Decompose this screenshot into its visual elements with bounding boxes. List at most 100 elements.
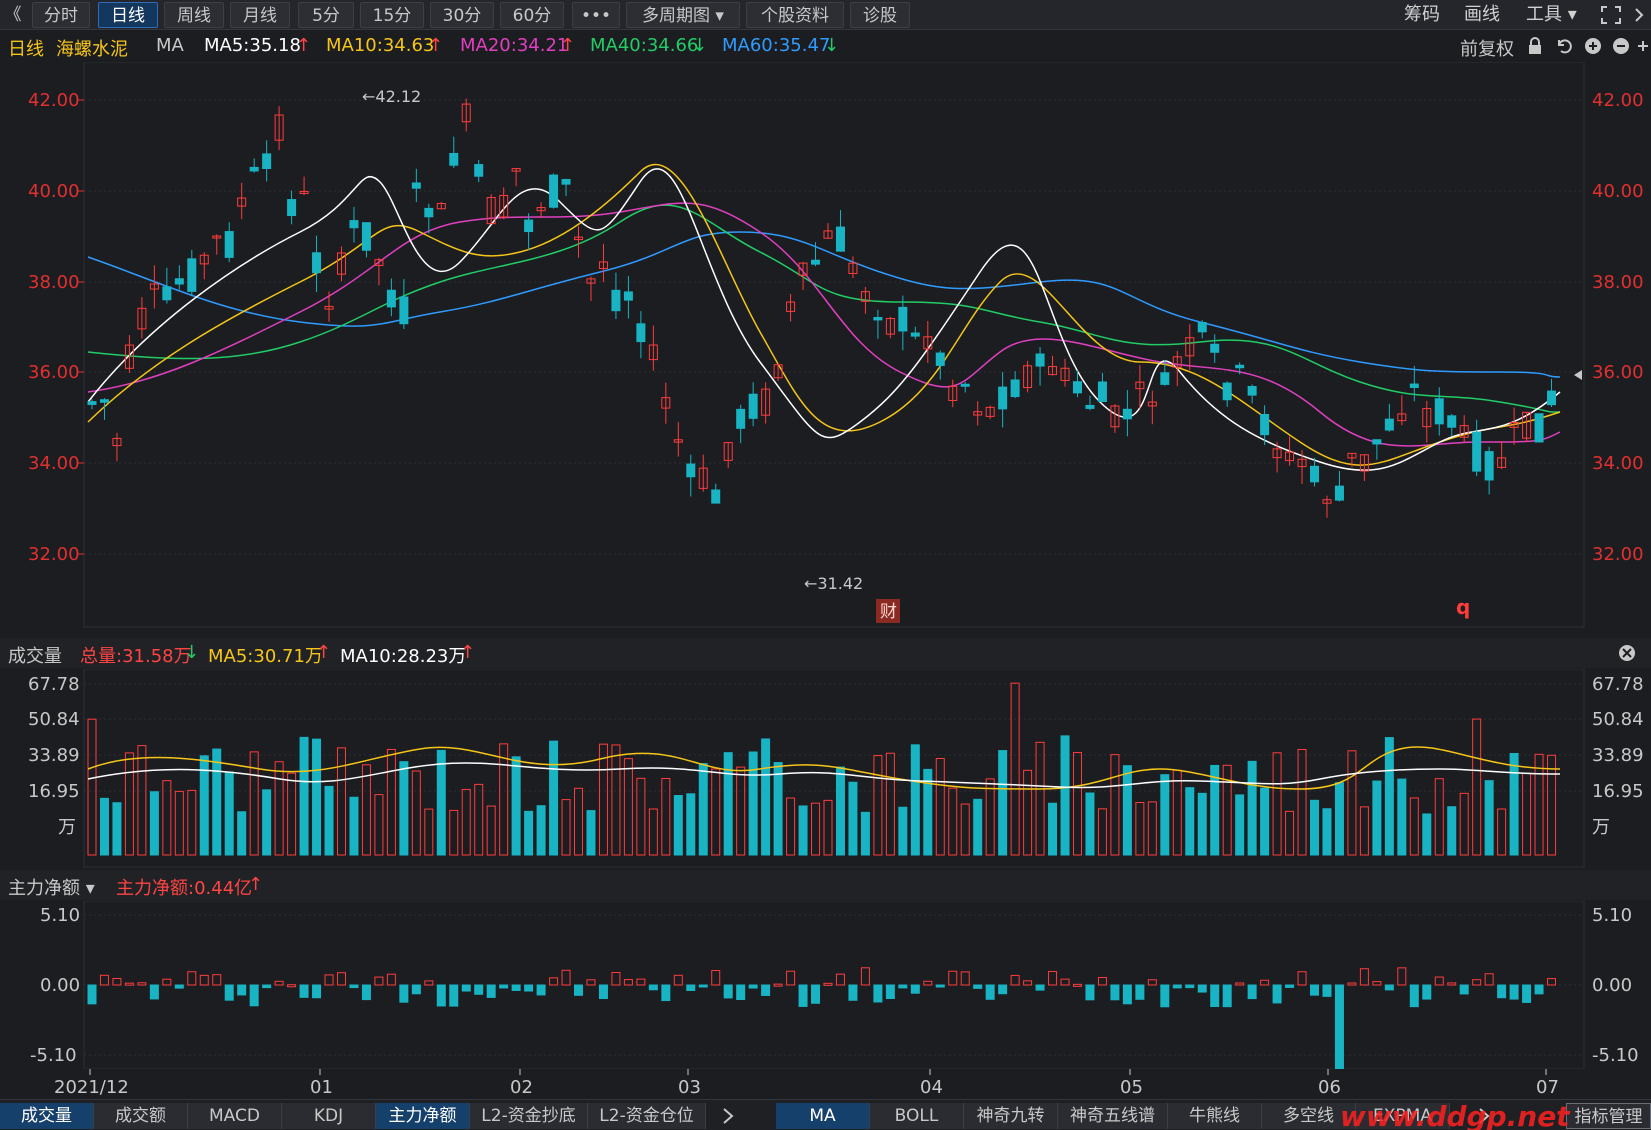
tab-bull-bear[interactable]: 牛熊线 — [1168, 1103, 1262, 1129]
indicator-name[interactable]: MA — [156, 35, 184, 56]
volume-bar — [486, 805, 496, 856]
diagnose-button[interactable]: 诊股 — [850, 2, 910, 28]
candle-body — [848, 262, 858, 274]
settings-icon[interactable] — [1636, 37, 1650, 55]
fund-bar — [998, 984, 1008, 995]
fund-bar — [1422, 984, 1432, 1000]
candle-body — [112, 437, 122, 447]
fund-bar — [1285, 984, 1295, 988]
tabs-more-icon[interactable] — [1474, 1106, 1494, 1126]
volume-bar — [848, 781, 858, 856]
back-button[interactable]: 《 — [4, 5, 22, 25]
fund-flow-chart[interactable]: 5.10 5.10 0.00 0.00 -5.10 -5.10 — [0, 901, 1651, 1069]
multi-period-dropdown[interactable]: 多周期图 ▾ — [626, 2, 740, 28]
lock-icon[interactable] — [1526, 37, 1544, 55]
candle-body — [1172, 356, 1182, 368]
fund-trend-icon: ↑ — [248, 874, 264, 895]
fund-bar — [524, 984, 534, 992]
candle-body — [1072, 381, 1082, 394]
tab-volume[interactable]: 成交量 — [0, 1103, 94, 1129]
fund-indicator-dropdown[interactable]: 主力净额 ▾ — [8, 878, 95, 899]
period-tab-60min[interactable]: 60分 — [500, 2, 564, 28]
adjust-mode-label[interactable]: 前复权 — [1460, 39, 1514, 60]
tab-l2-bottom[interactable]: L2-资金抄底 — [470, 1103, 588, 1129]
candle-body — [1035, 353, 1045, 367]
volume-bar — [835, 766, 845, 856]
volume-bar — [1210, 764, 1220, 856]
close-panel-icon[interactable] — [1618, 644, 1636, 662]
fund-bar — [424, 980, 434, 986]
fund-bar — [99, 974, 109, 986]
volume-bar — [1185, 787, 1195, 856]
zoom-out-icon[interactable] — [1612, 37, 1630, 55]
draw-button[interactable]: 画线 — [1464, 4, 1500, 25]
fund-bar — [1447, 982, 1457, 986]
fund-bar — [1060, 978, 1070, 986]
volume-bar — [1160, 774, 1170, 856]
tab-l2-position[interactable]: L2-资金仓位 — [588, 1103, 706, 1129]
volume-bar — [1334, 782, 1344, 856]
period-tab-weekly[interactable]: 周线 — [164, 2, 224, 28]
tabs-scroll-right-icon[interactable] — [718, 1106, 738, 1126]
fund-bar — [873, 984, 883, 1003]
fund-bar — [923, 980, 933, 986]
fund-bar — [149, 984, 159, 1000]
candle-body — [636, 323, 646, 343]
period-tab-15min[interactable]: 15分 — [360, 2, 424, 28]
volume-axis-label-right: 33.89 — [1592, 745, 1644, 766]
fullscreen-icon[interactable] — [1600, 5, 1622, 25]
tab-long-short[interactable]: 多空线 — [1262, 1103, 1356, 1129]
stock-profile-button[interactable]: 个股资料 — [746, 2, 844, 28]
period-tab-daily[interactable]: 日线 — [98, 2, 158, 28]
more-icon[interactable] — [1632, 5, 1650, 25]
candle-body — [723, 442, 733, 461]
date-axis-label: 2021/12 — [54, 1077, 129, 1098]
tab-main-net[interactable]: 主力净额 — [376, 1103, 470, 1129]
period-tab-monthly[interactable]: 月线 — [230, 2, 290, 28]
volume-bar — [137, 745, 147, 856]
candle-body — [1147, 401, 1157, 407]
volume-bar — [736, 766, 746, 856]
candle-body — [1235, 364, 1245, 369]
fund-bar — [1035, 984, 1045, 991]
volume-bar — [1459, 792, 1469, 856]
chips-button[interactable]: 筹码 — [1404, 4, 1440, 25]
volume-bar — [1147, 801, 1157, 856]
volume-title[interactable]: 成交量 — [8, 646, 62, 667]
candle-body — [1197, 322, 1207, 333]
ma-line — [87, 204, 1561, 413]
tab-ma[interactable]: MA — [776, 1103, 870, 1129]
tab-kdj[interactable]: KDJ — [282, 1103, 376, 1129]
candle-body — [648, 344, 658, 361]
indicator-manage-button[interactable]: 指标管理 — [1566, 1103, 1651, 1129]
fund-bar — [948, 970, 958, 986]
candle-body — [324, 305, 334, 310]
more-periods-button[interactable]: ••• — [572, 2, 620, 28]
period-tab-5min[interactable]: 5分 — [298, 2, 354, 28]
tab-magic-five[interactable]: 神奇五线谱 — [1058, 1103, 1168, 1129]
candle-body — [1110, 405, 1120, 428]
period-tab-30min[interactable]: 30分 — [430, 2, 494, 28]
tab-macd[interactable]: MACD — [188, 1103, 282, 1129]
finance-event-marker[interactable] — [876, 599, 900, 623]
volume-chart[interactable]: 67.78 67.78 50.84 50.84 33.89 33.89 16.95 16.95… — [0, 669, 1651, 869]
price-axis-label-right: 38.00 — [1592, 272, 1644, 293]
undo-icon[interactable] — [1555, 37, 1573, 55]
tab-turnover[interactable]: 成交额 — [94, 1103, 188, 1129]
period-tab-fenshi[interactable]: 分时 — [32, 2, 90, 28]
zoom-in-icon[interactable] — [1584, 37, 1602, 55]
candlestick-chart[interactable]: 42.00 42.00 40.00 40.00 38.00 38.00 36.00 36.00… — [0, 62, 1651, 637]
tab-expma[interactable]: EXPMA — [1356, 1103, 1450, 1129]
candle-body — [374, 259, 384, 266]
tab-magic-nine[interactable]: 神奇九转 — [964, 1103, 1058, 1129]
fund-bar — [698, 984, 708, 988]
volume-bar — [324, 785, 334, 856]
candle-body — [1060, 367, 1070, 382]
candle-body — [274, 114, 284, 141]
date-axis-label: 01 — [310, 1077, 333, 1098]
tools-dropdown[interactable]: 工具 ▾ — [1526, 4, 1577, 25]
tab-boll[interactable]: BOLL — [870, 1103, 964, 1129]
volume-bar — [1247, 760, 1257, 856]
q-marker[interactable]: q — [1456, 595, 1470, 619]
volume-bar — [661, 778, 671, 856]
